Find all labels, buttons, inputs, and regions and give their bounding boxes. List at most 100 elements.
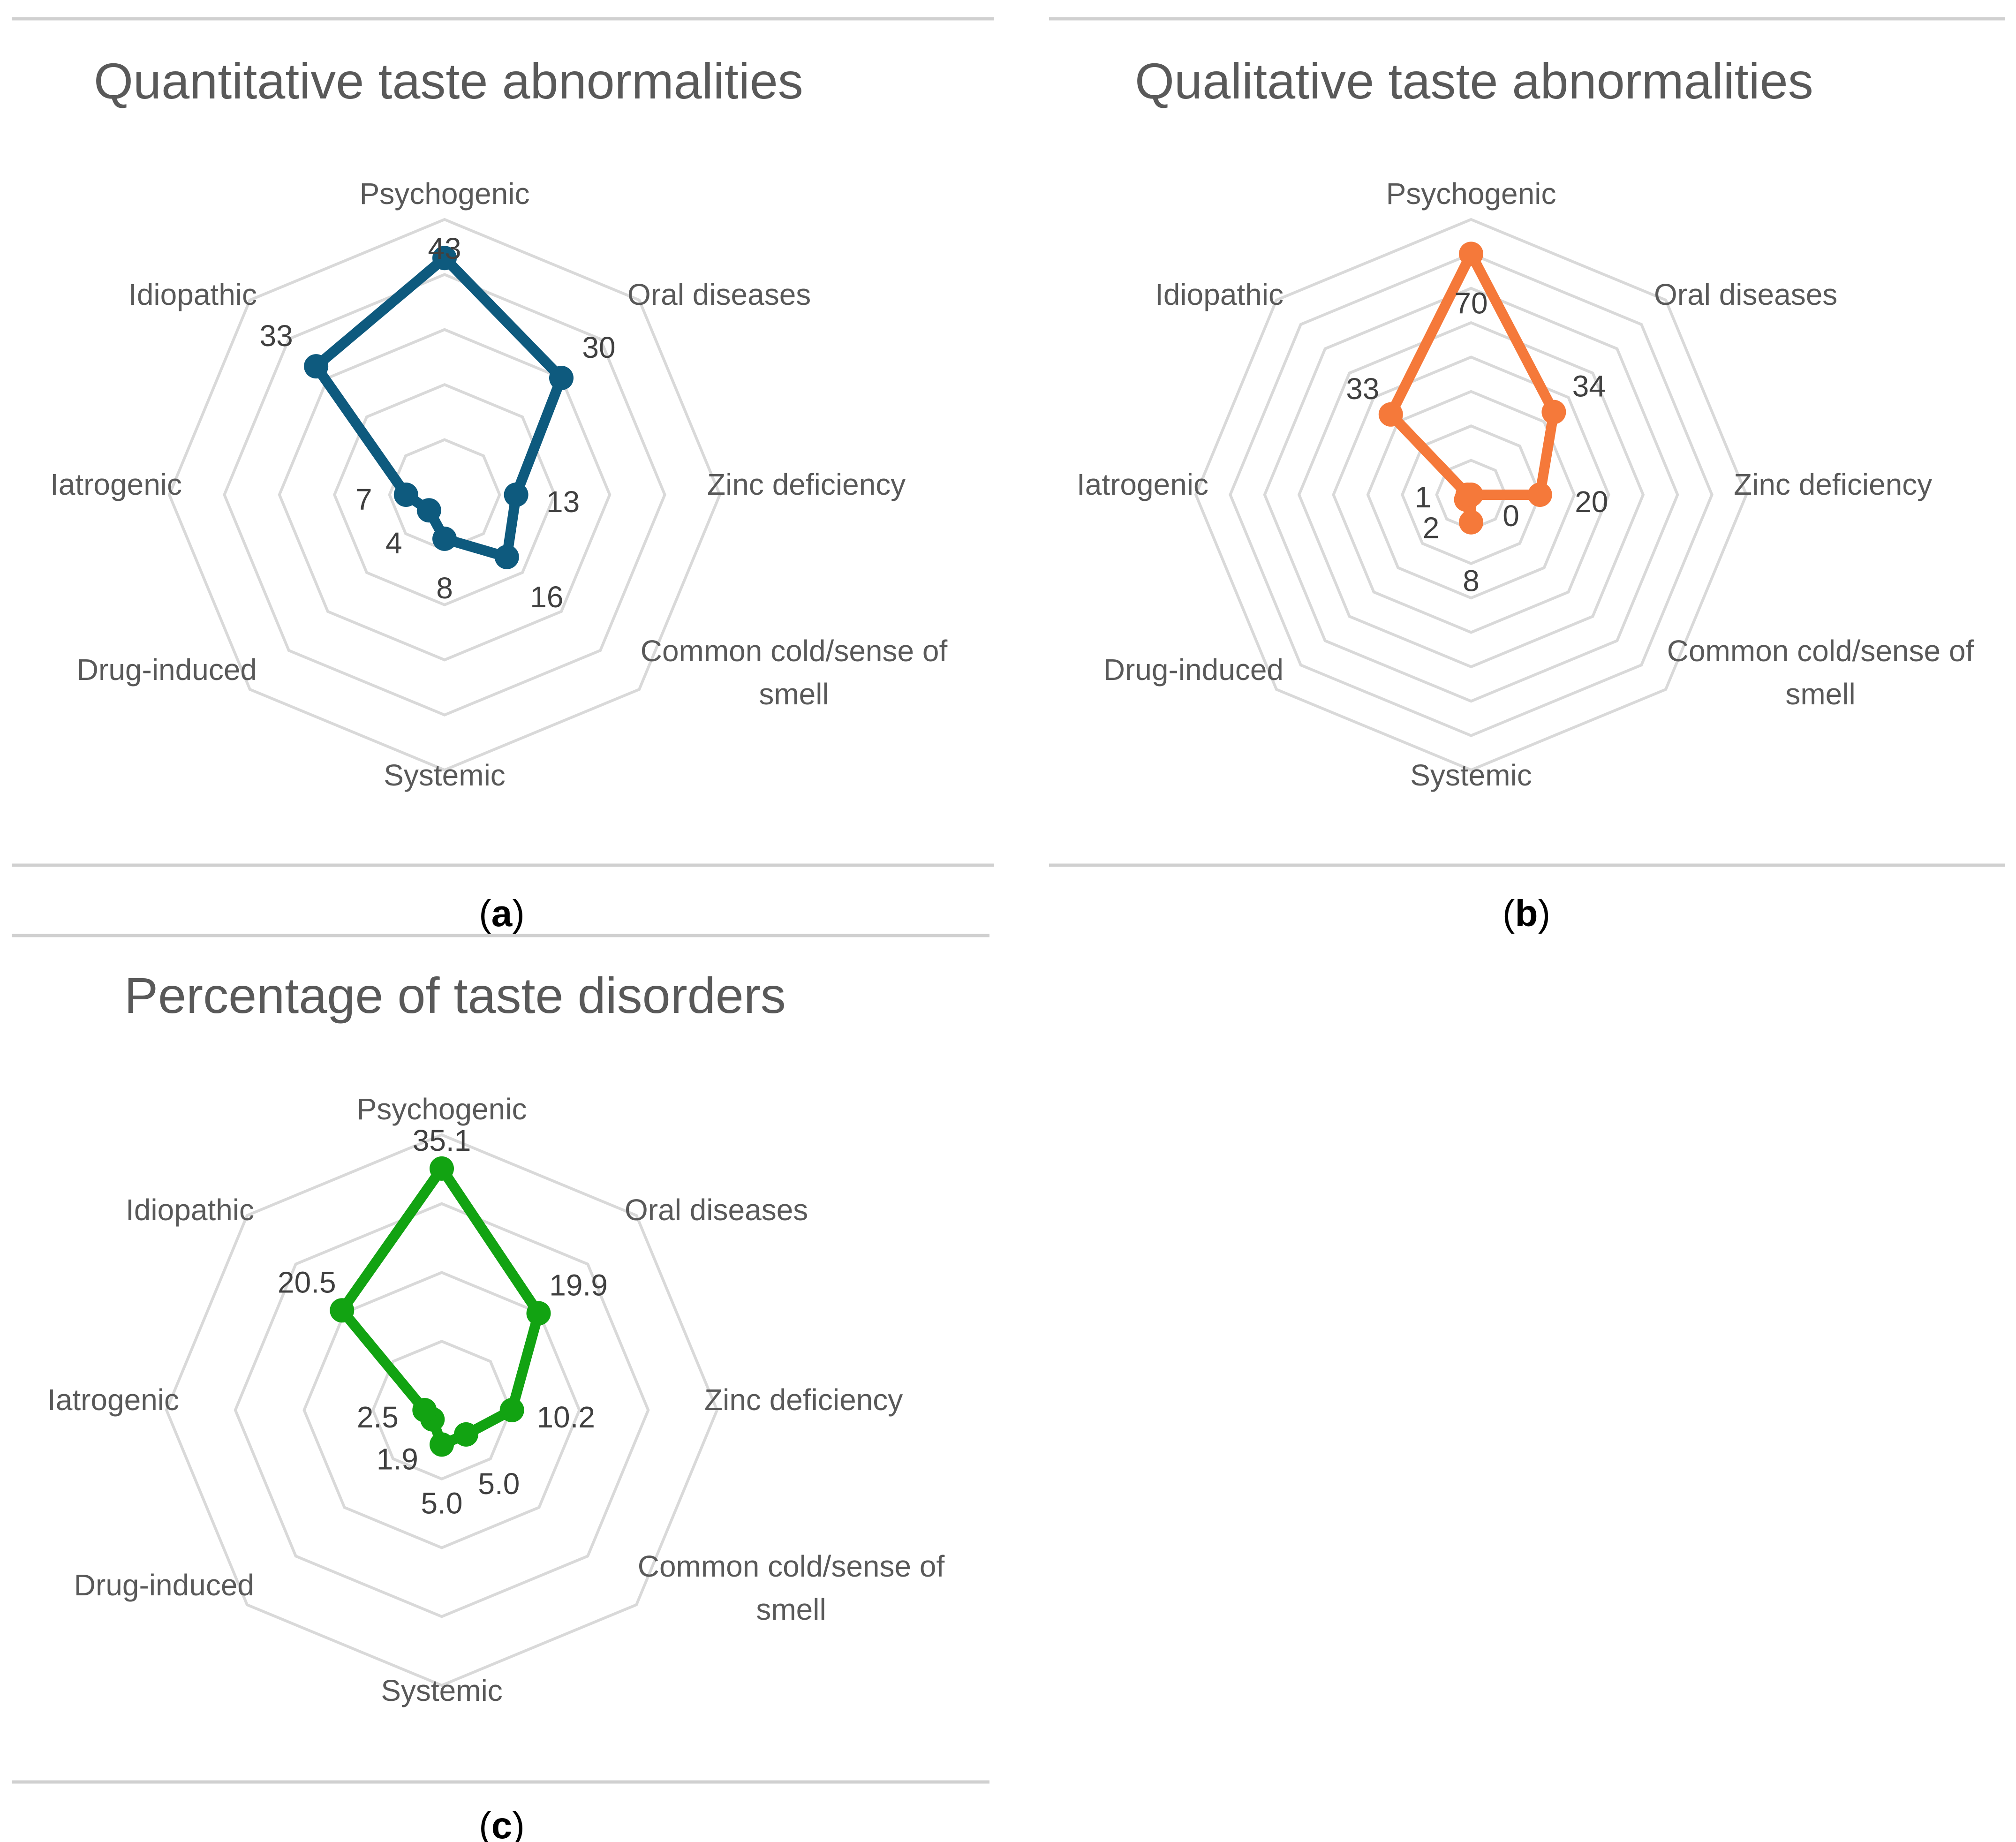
data-point-common-cold-sense-of-smell	[494, 544, 519, 569]
axis-label-line: smell	[756, 1593, 826, 1626]
data-label-common-cold-sense-of-smell: 0	[1503, 499, 1519, 533]
gridline-ring	[278, 328, 612, 662]
gridline-ring	[234, 1202, 650, 1618]
data-point-psychogenic	[1459, 242, 1483, 266]
data-point-oral-diseases	[549, 366, 574, 390]
axis-label-line: Systemic	[384, 758, 506, 792]
axis-label-zinc-deficiency: Zinc deficiency	[704, 1383, 903, 1417]
gridline-ring	[302, 1271, 581, 1549]
gridline-ring	[1229, 252, 1714, 737]
axis-label-zinc-deficiency: Zinc deficiency	[1734, 468, 1932, 501]
data-label-common-cold-sense-of-smell: 5.0	[478, 1467, 520, 1501]
data-label-idiopathic: 20.5	[278, 1265, 336, 1299]
axis-label-line: Drug-induced	[1103, 653, 1284, 687]
axis-label-psychogenic: Psychogenic	[360, 177, 530, 211]
data-label-iatrogenic: 1	[1415, 480, 1432, 514]
gridline-ring	[1366, 390, 1576, 600]
data-point-oral-diseases	[1541, 400, 1566, 424]
axis-label-line: Iatrogenic	[50, 468, 182, 501]
axis-label-line: Systemic	[381, 1674, 503, 1707]
data-point-iatrogenic	[1455, 483, 1480, 507]
caption-open: (	[479, 892, 491, 934]
data-label-zinc-deficiency: 20	[1575, 485, 1608, 519]
data-point-systemic	[432, 526, 457, 551]
caption-close: )	[512, 1804, 525, 1842]
data-label-common-cold-sense-of-smell: 16	[530, 580, 563, 614]
data-label-idiopathic: 33	[260, 319, 293, 353]
axis-label-line: Oral diseases	[627, 278, 811, 311]
axis-label-line: Zinc deficiency	[707, 468, 906, 501]
data-label-oral-diseases: 19.9	[549, 1268, 608, 1302]
data-point-systemic	[1459, 510, 1483, 535]
axis-label-systemic: Systemic	[384, 758, 506, 792]
data-label-drug-induced: 2	[1423, 511, 1440, 544]
axis-label-systemic: Systemic	[381, 1674, 503, 1707]
axis-label-line: Systemic	[1410, 758, 1532, 792]
axis-label-drug-induced: Drug-induced	[74, 1568, 254, 1602]
caption-open: (	[1503, 892, 1515, 934]
axis-label-idiopathic: Idiopathic	[1155, 278, 1284, 311]
data-label-zinc-deficiency: 13	[546, 485, 580, 519]
axis-label-line: Drug-induced	[74, 1568, 254, 1602]
axis-label-iatrogenic: Iatrogenic	[1077, 468, 1208, 501]
data-point-iatrogenic	[393, 483, 418, 507]
axis-label-line: Drug-induced	[77, 653, 257, 687]
axis-label-line: Psychogenic	[1386, 177, 1556, 211]
axis-label-oral-diseases: Oral diseases	[1654, 278, 1837, 311]
data-point-idiopathic	[1378, 402, 1403, 427]
data-label-idiopathic: 33	[1346, 372, 1379, 406]
data-label-psychogenic: 43	[428, 232, 461, 265]
axis-label-line: Idiopathic	[128, 278, 257, 311]
axis-label-line: Common cold/sense of	[1667, 634, 1974, 668]
gridline-ring	[1263, 287, 1679, 703]
data-point-psychogenic	[430, 1156, 454, 1181]
axis-label-drug-induced: Drug-induced	[1103, 653, 1284, 687]
data-label-oral-diseases: 34	[1572, 370, 1606, 403]
data-label-psychogenic: 35.1	[413, 1124, 471, 1157]
axis-label-line: Common cold/sense of	[638, 1549, 945, 1583]
radar-chart-c: Percentage of taste disorders Psychogenic…	[12, 934, 989, 1842]
axis-label-oral-diseases: Oral diseases	[625, 1193, 808, 1227]
data-point-zinc-deficiency	[1527, 483, 1552, 507]
axis-label-oral-diseases: Oral diseases	[627, 278, 811, 311]
data-label-drug-induced: 1.9	[377, 1442, 418, 1476]
axis-label-line: smell	[759, 677, 829, 711]
gridline-ring	[1332, 355, 1610, 634]
panel-caption: (c)	[479, 1804, 525, 1842]
axis-label-psychogenic: Psychogenic	[357, 1092, 527, 1126]
axis-label-psychogenic: Psychogenic	[1386, 177, 1556, 211]
gridline-ring	[1194, 218, 1748, 772]
caption-letter: a	[491, 892, 513, 934]
axis-label-line: Zinc deficiency	[1734, 468, 1932, 501]
panel-caption: (a)	[479, 892, 525, 934]
axis-label-iatrogenic: Iatrogenic	[50, 468, 182, 501]
caption-close: )	[1538, 892, 1550, 934]
gridline-ring	[165, 1133, 719, 1687]
data-point-common-cold-sense-of-smell	[453, 1422, 478, 1447]
gridline-ring	[223, 273, 666, 717]
gridline-ring	[1401, 424, 1542, 566]
axis-label-line: Common cold/sense of	[641, 634, 948, 668]
gridline-ring	[167, 218, 722, 772]
data-point-zinc-deficiency	[504, 483, 529, 507]
gridline-ring	[371, 1340, 513, 1481]
caption-letter: c	[491, 1804, 513, 1842]
axis-label-line: Oral diseases	[625, 1193, 808, 1227]
data-point-psychogenic	[432, 246, 457, 271]
chart-title: Percentage of taste disorders	[124, 967, 786, 1024]
axis-label-drug-induced: Drug-induced	[77, 653, 257, 687]
axis-label-idiopathic: Idiopathic	[128, 278, 257, 311]
data-point-idiopathic	[304, 354, 329, 379]
axis-label-line: Idiopathic	[1155, 278, 1284, 311]
chart-title: Quantitative taste abnormalities	[94, 53, 803, 109]
data-label-iatrogenic: 7	[355, 483, 372, 516]
data-point-systemic	[430, 1432, 454, 1457]
caption-close: )	[512, 892, 525, 934]
caption-letter: b	[1515, 892, 1538, 934]
caption-open: (	[479, 1804, 491, 1842]
axis-label-line: Iatrogenic	[47, 1383, 179, 1417]
data-point-iatrogenic	[412, 1398, 437, 1422]
axis-label-common-cold-sense-of-smell: Common cold/sense of smell	[638, 1549, 945, 1626]
data-point-drug-induced	[416, 498, 441, 523]
radar-chart-a: Quantitative taste abnormalities Psychoge…	[12, 17, 994, 934]
